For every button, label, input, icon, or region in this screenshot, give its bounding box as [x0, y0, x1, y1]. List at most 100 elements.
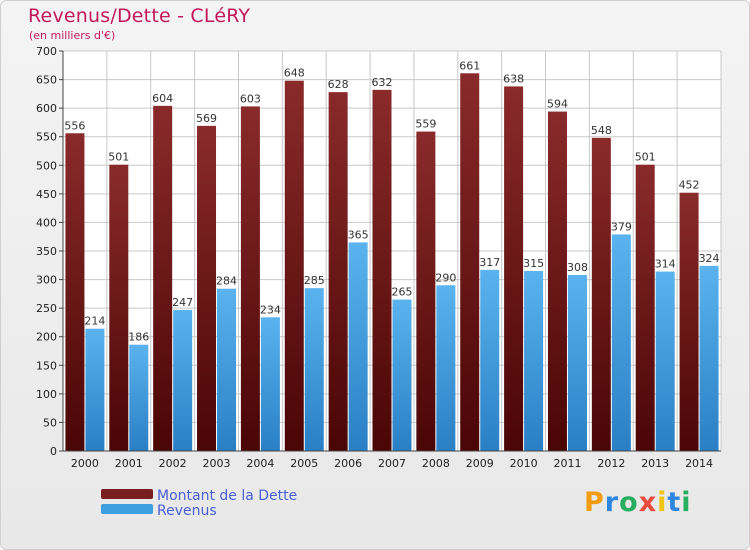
y-tick-label: 50	[43, 416, 57, 429]
label-dette-2011: 594	[547, 98, 568, 111]
label-dette-2013: 501	[635, 151, 656, 164]
logo-letter: t	[667, 487, 682, 518]
bar-revenus-2014	[699, 265, 719, 451]
bar-revenus-2000	[85, 328, 105, 451]
bar-revenus-2009	[480, 269, 500, 451]
bar-revenus-2010	[524, 271, 544, 451]
label-revenus-2006: 365	[348, 228, 369, 241]
label-dette-2012: 548	[591, 124, 612, 137]
x-tick-label: 2001	[115, 457, 143, 470]
y-tick-label: 350	[36, 245, 57, 258]
y-tick-label: 650	[36, 74, 57, 87]
x-tick-label: 2011	[553, 457, 581, 470]
logo-letter: o	[619, 487, 639, 518]
bar-dette-2001	[109, 164, 129, 451]
label-dette-2009: 661	[459, 59, 480, 72]
label-revenus-2002: 247	[172, 296, 193, 309]
logo-letter: r	[604, 487, 620, 518]
label-dette-2014: 452	[679, 179, 700, 192]
y-tick-label: 0	[50, 445, 57, 458]
y-tick-label: 100	[36, 388, 57, 401]
grid	[62, 50, 722, 452]
bar-dette-2013	[635, 164, 655, 451]
bar-revenus-2002	[173, 309, 193, 451]
label-revenus-2014: 324	[699, 252, 720, 265]
x-tick-label: 2010	[510, 457, 538, 470]
bar-dette-2004	[240, 106, 260, 451]
bar-dette-2007	[372, 89, 392, 451]
y-tick-label: 500	[36, 159, 57, 172]
chart-subtitle: (en milliers d'€)	[29, 29, 116, 42]
label-dette-2004: 603	[240, 92, 261, 105]
bar-revenus-2007	[392, 299, 412, 451]
label-revenus-2009: 317	[479, 256, 500, 269]
label-dette-2000: 556	[64, 119, 85, 132]
x-tick-label: 2012	[597, 457, 625, 470]
label-dette-2007: 632	[372, 76, 393, 89]
label-revenus-2013: 314	[655, 258, 676, 271]
axes: 0 50 100 150 200 250 300 350 400 450 500 550 600 650 7…	[36, 45, 721, 470]
y-tick-label: 400	[36, 216, 57, 229]
x-tick-label: 2008	[422, 457, 450, 470]
x-tick-label: 2007	[378, 457, 406, 470]
label-revenus-2007: 265	[392, 286, 413, 299]
bar-revenus-2011	[567, 275, 587, 451]
chart-title: Revenus/Dette - CLéRY	[28, 5, 251, 27]
x-tick-label: 2013	[641, 457, 669, 470]
bar-revenus-2004	[260, 317, 280, 451]
x-tick-label: 2004	[246, 457, 274, 470]
y-tick-label: 600	[36, 102, 57, 115]
label-revenus-2001: 186	[128, 331, 149, 344]
y-tick-label: 250	[36, 302, 57, 315]
label-dette-2006: 628	[328, 78, 349, 91]
bar-revenus-2013	[655, 271, 675, 451]
bar-dette-2012	[591, 137, 611, 451]
x-tick-label: 2005	[290, 457, 318, 470]
label-dette-2001: 501	[108, 151, 129, 164]
bar-revenus-2008	[436, 285, 456, 451]
x-tick-label: 2014	[685, 457, 713, 470]
bar-dette-2008	[416, 131, 436, 452]
bar-dette-2003	[197, 125, 217, 451]
label-revenus-2010: 315	[523, 257, 544, 270]
bar-revenus-2005	[304, 288, 324, 451]
bar-dette-2014	[679, 192, 699, 451]
legend-label-dette: Montant de la Dette	[157, 488, 297, 504]
x-tick-label: 2003	[203, 457, 231, 470]
proxiti-logo: Proxiti	[584, 487, 692, 518]
label-revenus-2003: 284	[216, 275, 237, 288]
label-dette-2002: 604	[152, 92, 173, 105]
x-tick-label: 2006	[334, 457, 362, 470]
y-tick-label: 200	[36, 331, 57, 344]
label-revenus-2004: 234	[260, 303, 281, 316]
x-tick-label: 2000	[71, 457, 99, 470]
legend: Montant de la Dette Revenus	[101, 488, 297, 519]
bar-revenus-2006	[348, 242, 368, 451]
legend-item-revenus: Revenus	[101, 503, 217, 519]
logo-letter: i	[657, 487, 668, 518]
label-dette-2010: 638	[503, 72, 524, 85]
bars	[65, 73, 719, 452]
logo-letter: x	[638, 487, 658, 518]
bar-revenus-2003	[217, 288, 237, 451]
data-labels: 556 214 501 186 604 247 569 284 603 234 648 285 628 3…	[64, 59, 719, 343]
label-revenus-2000: 214	[84, 315, 105, 328]
y-tick-label: 700	[36, 45, 57, 58]
label-revenus-2008: 290	[435, 271, 456, 284]
label-revenus-2005: 285	[304, 274, 325, 287]
y-tick-label: 550	[36, 131, 57, 144]
legend-label-revenus: Revenus	[157, 503, 217, 519]
x-tick-label: 2009	[466, 457, 494, 470]
legend-swatch-dette	[101, 489, 153, 499]
bar-dette-2011	[547, 111, 567, 452]
label-dette-2008: 559	[415, 118, 436, 131]
logo-letter: i	[681, 487, 692, 518]
bar-revenus-2012	[611, 234, 631, 451]
legend-item-dette: Montant de la Dette	[101, 488, 297, 504]
label-dette-2005: 648	[284, 67, 305, 80]
y-tick-label: 450	[36, 188, 57, 201]
label-dette-2003: 569	[196, 112, 217, 125]
bar-dette-2005	[284, 80, 304, 451]
